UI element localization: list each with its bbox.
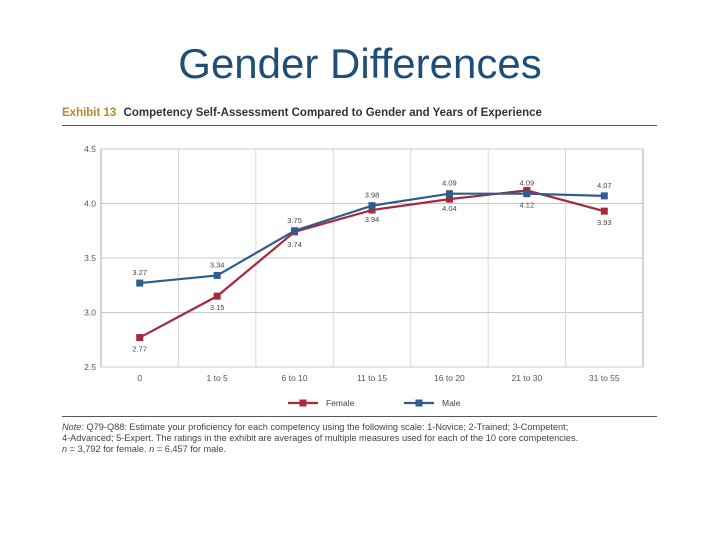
point-male	[600, 192, 608, 200]
point-male	[291, 227, 299, 235]
data-label-male: 4.09	[442, 179, 457, 188]
note-line-3: n = 3,792 for female. n = 6,457 for male…	[62, 444, 662, 455]
x-tick-label: 31 to 55	[589, 373, 620, 383]
point-female	[213, 292, 221, 300]
n-female-var: n	[62, 444, 68, 454]
slide-title: Gender Differences	[178, 40, 542, 87]
bottom-divider	[62, 416, 657, 417]
x-tick-label: 11 to 15	[357, 373, 387, 383]
point-female	[136, 334, 144, 342]
point-female	[445, 195, 453, 203]
note-text-1: Q79-Q88: Estimate your proficiency for e…	[86, 422, 569, 432]
data-label-female: 4.04	[442, 204, 457, 213]
point-female	[368, 206, 376, 214]
data-label-male: 3.27	[132, 268, 147, 277]
point-male	[213, 271, 221, 279]
x-tick-label: 1 to 5	[207, 373, 229, 383]
data-label-female: 3.94	[365, 215, 380, 224]
chart-note: Note: Q79-Q88: Estimate your proficiency…	[62, 422, 662, 455]
y-tick-label: 4.0	[84, 199, 96, 209]
top-divider	[62, 125, 657, 126]
data-label-male: 4.07	[597, 181, 612, 190]
data-label-male: 4.09	[520, 179, 535, 188]
x-tick-label: 6 to 10	[282, 373, 308, 383]
x-tick-label: 0	[137, 373, 142, 383]
data-label-female: 3.93	[597, 218, 612, 227]
point-female	[600, 207, 608, 215]
data-label-male: 3.34	[210, 260, 225, 269]
point-male	[368, 202, 376, 210]
n-male-text: = 6,457 for male.	[154, 444, 226, 454]
data-label-female: 4.12	[520, 200, 535, 209]
y-tick-label: 2.5	[84, 362, 96, 372]
legend-label-male: Male	[442, 398, 461, 408]
legend-marker-male	[415, 399, 423, 407]
x-tick-label: 16 to 20	[434, 373, 465, 383]
data-label-female: 3.74	[287, 240, 302, 249]
data-label-female: 3.15	[210, 303, 225, 312]
note-label: Note:	[62, 422, 84, 432]
exhibit-title: Competency Self-Assessment Compared to G…	[123, 107, 542, 119]
n-female-text: = 3,792 for female.	[67, 444, 150, 454]
data-label-female: 2.77	[132, 345, 147, 354]
data-label-male: 3.75	[287, 216, 302, 225]
legend-label-female: Female	[326, 398, 355, 408]
point-male	[136, 279, 144, 287]
data-label-male: 3.98	[365, 191, 380, 200]
exhibit-heading: Exhibit 13 Competency Self-Assessment Co…	[62, 107, 542, 119]
exhibit-number: Exhibit 13	[62, 107, 117, 119]
legend-marker-female	[299, 399, 307, 407]
point-male	[523, 190, 531, 198]
y-tick-label: 4.5	[84, 144, 96, 154]
x-tick-label: 21 to 30	[511, 373, 542, 383]
n-male-var: n	[149, 444, 155, 454]
y-tick-label: 3.5	[84, 253, 96, 263]
point-male	[445, 190, 453, 198]
note-line-1: Note: Q79-Q88: Estimate your proficiency…	[62, 422, 662, 433]
y-tick-label: 3.0	[84, 308, 96, 318]
note-line-2: 4-Advanced; 5-Expert. The ratings in the…	[62, 433, 579, 443]
